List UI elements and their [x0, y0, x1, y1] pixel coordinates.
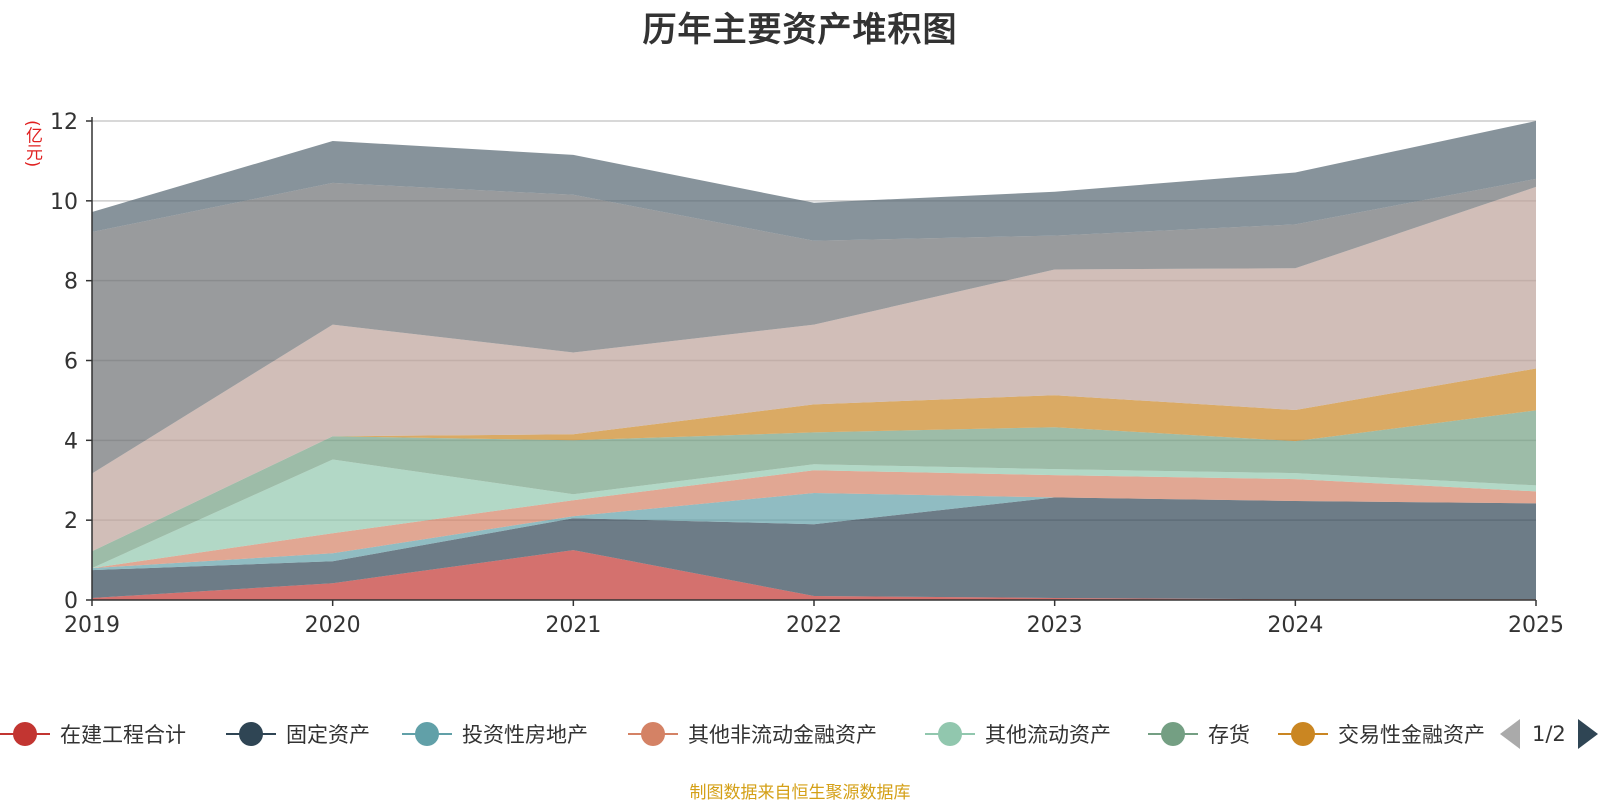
legend-marker-icon: [0, 716, 50, 752]
legend-next-page-button[interactable]: [1577, 719, 1598, 749]
legend-marker-icon: [1278, 716, 1328, 752]
legend-marker-icon: [925, 716, 975, 752]
axes: 0 2 4 6 8 10 12 2019 2020 2021 2022 2023 2024 2025: [50, 110, 1564, 638]
legend-label: 投资性房地产: [462, 723, 588, 747]
area-series-3: [92, 493, 1536, 571]
chart-title: 历年主要资产堆积图: [642, 10, 958, 50]
legend-item-2[interactable]: 固定资产: [226, 716, 370, 752]
area-series-5: [92, 459, 1536, 569]
legend-label: 固定资产: [286, 723, 370, 747]
source-note: 制图数据来自恒生聚源数据库: [689, 783, 911, 803]
legend-marker-icon: [628, 716, 678, 752]
x-tick-label: 2025: [1508, 613, 1564, 638]
chart-plot: 0 2 4 6 8 10 12 2019 2020 2021 2022 2023 2024 2025: [50, 110, 1564, 638]
area-series-4: [92, 470, 1536, 569]
legend-marker-icon: [1148, 716, 1198, 752]
legend: 在建工程合计 固定资产 投资性房地产 其他非流动金融资产 其他流动资产 存货 交易性金融资产: [0, 716, 1600, 752]
legend-item-5[interactable]: 其他流动资产: [925, 716, 1111, 752]
area-series-10: [92, 121, 1536, 241]
y-axis-unit-label: (亿元): [22, 120, 42, 168]
legend-label: 其他非流动金融资产: [688, 723, 877, 747]
legend-marker-icon: [226, 716, 276, 752]
x-tick-label: 2024: [1267, 613, 1323, 638]
legend-label: 存货: [1208, 723, 1250, 747]
area-series-2: [92, 497, 1536, 600]
area-series-7: [92, 368, 1536, 552]
legend-marker-icon: [402, 716, 452, 752]
y-tick-label: 8: [64, 270, 78, 295]
y-tick-label: 4: [64, 429, 78, 454]
x-tick-label: 2019: [64, 613, 120, 638]
x-tick-label: 2021: [545, 613, 601, 638]
legend-item-4[interactable]: 其他非流动金融资产: [628, 716, 877, 752]
x-tick-label: 2022: [786, 613, 842, 638]
area-series-6: [92, 410, 1536, 569]
legend-label: 交易性金融资产: [1338, 723, 1485, 747]
legend-page-indicator: 1/2: [1532, 722, 1566, 746]
legend-item-7[interactable]: 交易性金融资产: [1278, 716, 1485, 752]
legend-pager: 1/2: [1500, 716, 1598, 752]
y-tick-label: 0: [64, 589, 78, 614]
area-series-8: [92, 186, 1536, 552]
y-tick-label: 10: [50, 190, 78, 215]
stacked-areas: [92, 121, 1536, 600]
legend-label: 在建工程合计: [60, 723, 186, 747]
legend-item-1[interactable]: 在建工程合计: [0, 716, 186, 752]
legend-prev-page-button[interactable]: [1500, 719, 1520, 749]
y-tick-label: 6: [64, 350, 78, 375]
area-series-1: [92, 550, 1536, 600]
legend-item-3[interactable]: 投资性房地产: [402, 716, 588, 752]
y-tick-label: 12: [50, 110, 78, 135]
legend-item-6[interactable]: 存货: [1148, 716, 1250, 752]
y-tick-label: 2: [64, 509, 78, 534]
x-tick-label: 2020: [305, 613, 361, 638]
area-series-9: [92, 178, 1536, 474]
x-tick-label: 2023: [1027, 613, 1083, 638]
legend-label: 其他流动资产: [985, 723, 1111, 747]
